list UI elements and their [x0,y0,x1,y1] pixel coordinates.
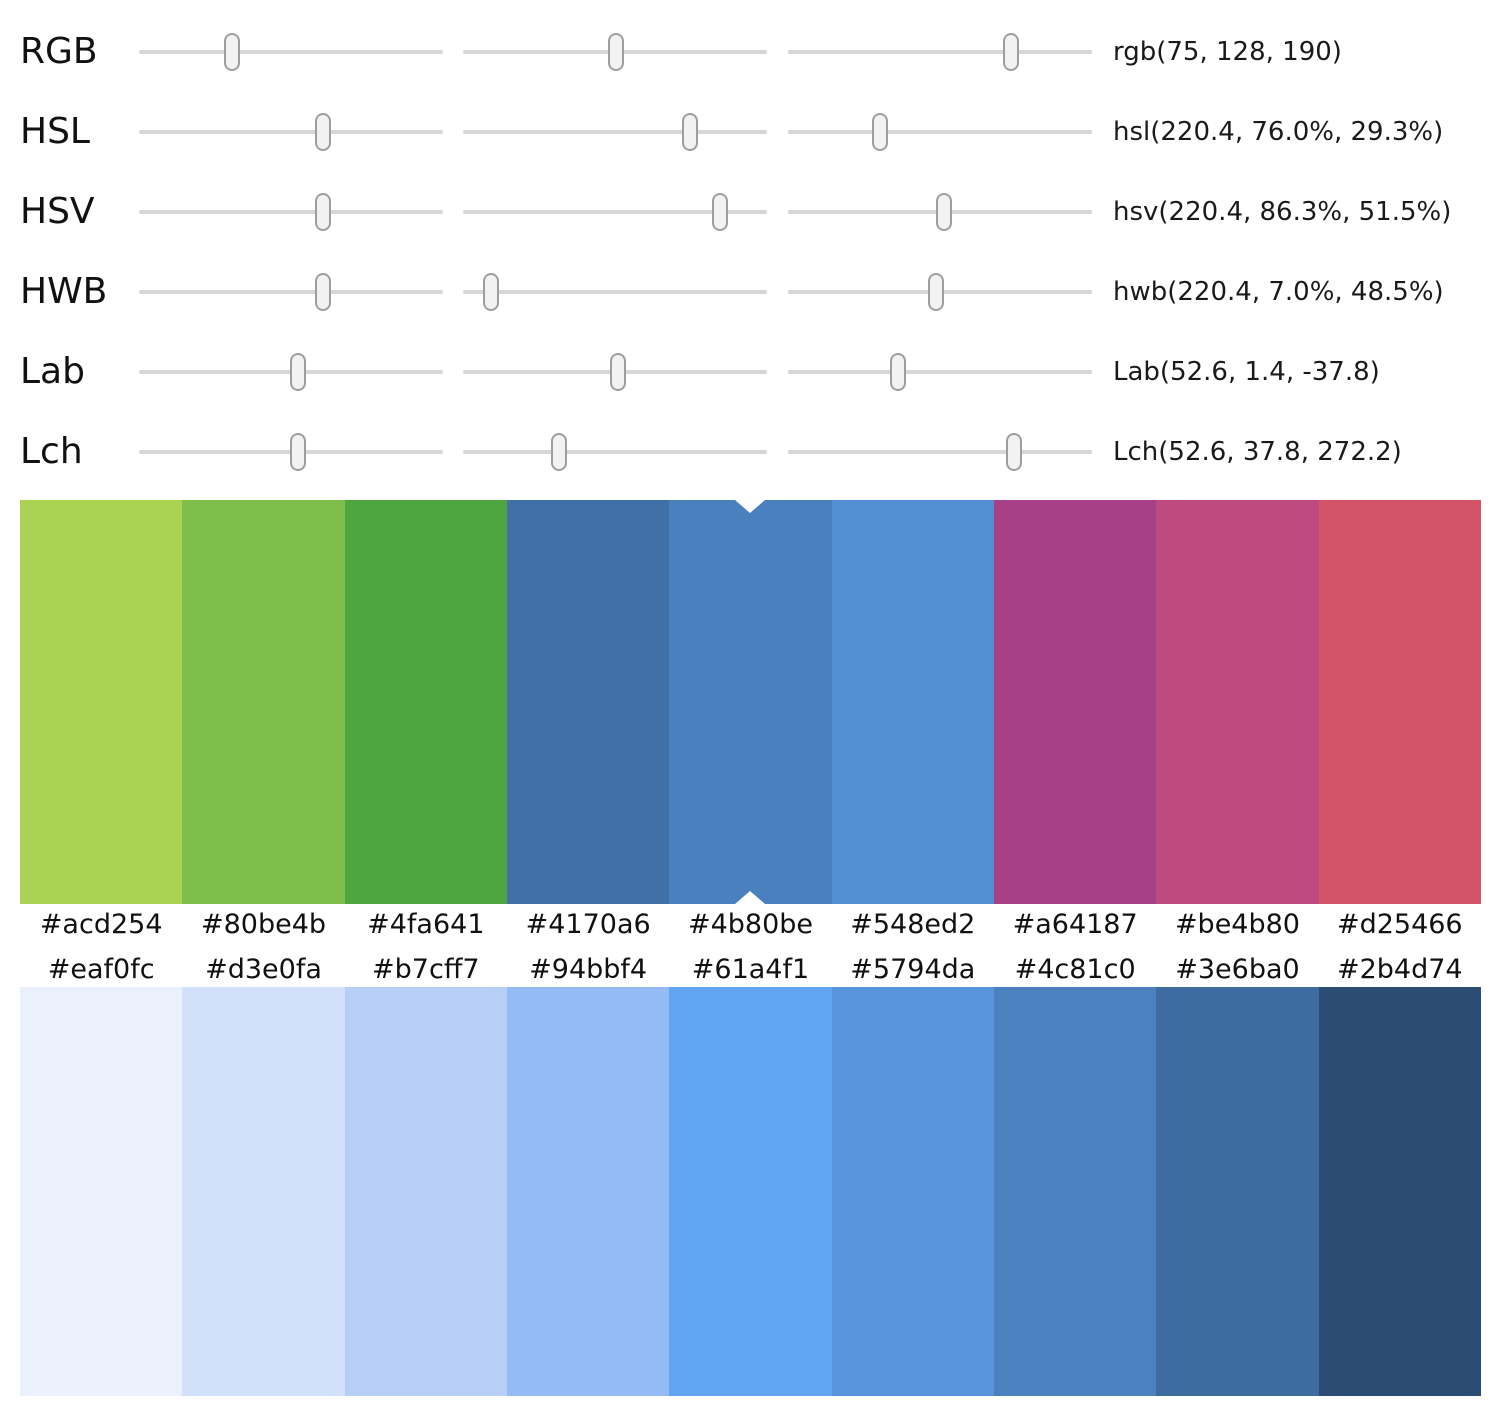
rgb-b-slider-thumb[interactable] [1002,33,1019,71]
palette-swatch[interactable] [506,500,670,904]
colorspace-label-hsl: HSL [20,111,90,152]
hwb-b-slider-thumb[interactable] [927,273,944,311]
lch-value-label: Lch(52.6, 37.8, 272.2) [1113,437,1402,467]
hex-label: #b7cff7 [372,954,480,985]
colorspace-label-lab: Lab [20,351,85,392]
scale-swatch[interactable] [506,987,670,1396]
colorspace-label-rgb: RGB [20,31,98,72]
lab-b-slider-thumb[interactable] [889,353,906,391]
lch-c-slider-track[interactable] [463,433,767,471]
slider-row-lch: Lch Lch(52.6, 37.8, 272.2) [0,432,1501,472]
palette-swatch[interactable] [182,500,345,904]
scale-swatch[interactable] [993,987,1157,1396]
palette-swatch-selected[interactable] [669,500,832,904]
scale-swatch[interactable] [182,987,345,1396]
hsv-v-slider-track[interactable] [788,193,1092,231]
hex-label: #a64187 [1012,909,1138,940]
slider-row-hwb: HWB hwb(220.4, 7.0%, 48.5%) [0,272,1501,312]
scale-hex-labels: #eaf0fc #d3e0fa #b7cff7 #94bbf4 #61a4f1 … [20,951,1481,989]
hex-label: #eaf0fc [47,954,155,985]
lab-a-slider-track[interactable] [463,353,767,391]
hwb-w-slider-thumb[interactable] [483,273,500,311]
hsl-value-label: hsl(220.4, 76.0%, 29.3%) [1113,117,1444,147]
hwb-w-slider-track[interactable] [463,273,767,311]
lab-value-label: Lab(52.6, 1.4, -37.8) [1113,357,1380,387]
scale-swatch[interactable] [1318,987,1481,1396]
lch-l-slider-thumb[interactable] [290,433,307,471]
slider-row-hsv: HSV hsv(220.4, 86.3%, 51.5%) [0,192,1501,232]
harmony-hex-labels: #acd254 #80be4b #4fa641 #4170a6 #4b80be … [20,906,1481,944]
hwb-h-slider-track[interactable] [139,273,443,311]
harmony-palette-strip [20,500,1481,904]
lab-l-slider-thumb[interactable] [290,353,307,391]
hsv-s-slider-track[interactable] [463,193,767,231]
hsl-h-slider-thumb[interactable] [315,113,332,151]
rgb-g-slider-track[interactable] [463,33,767,71]
lch-h-slider-thumb[interactable] [1005,433,1022,471]
lch-h-slider-track[interactable] [788,433,1092,471]
hex-label: #d3e0fa [205,954,322,985]
hsv-h-slider-thumb[interactable] [315,193,332,231]
scale-swatch[interactable] [1156,987,1319,1396]
scale-swatch[interactable] [831,987,994,1396]
hsl-s-slider-thumb[interactable] [681,113,698,151]
hex-label: #4b80be [687,909,813,940]
scale-swatch[interactable] [344,987,507,1396]
selected-swatch-marker-bottom [735,891,766,904]
hex-label: #4170a6 [525,909,651,940]
hsv-v-slider-thumb[interactable] [936,193,953,231]
hsl-h-slider-track[interactable] [139,113,443,151]
hsl-s-slider-track[interactable] [463,113,767,151]
slider-row-rgb: RGB rgb(75, 128, 190) [0,32,1501,72]
lch-l-slider-track[interactable] [139,433,443,471]
rgb-r-slider-thumb[interactable] [223,33,240,71]
rgb-value-label: rgb(75, 128, 190) [1113,37,1342,67]
rgb-r-slider-track[interactable] [139,33,443,71]
colorspace-label-hwb: HWB [20,271,108,312]
tint-shade-strip [20,987,1481,1396]
hsl-l-slider-thumb[interactable] [872,113,889,151]
palette-swatch[interactable] [20,500,183,904]
slider-row-lab: Lab Lab(52.6, 1.4, -37.8) [0,352,1501,392]
hsv-value-label: hsv(220.4, 86.3%, 51.5%) [1113,197,1452,227]
hwb-h-slider-thumb[interactable] [315,273,332,311]
hsv-h-slider-track[interactable] [139,193,443,231]
selected-swatch-marker-top [735,500,766,513]
palette-swatch[interactable] [344,500,507,904]
palette-swatch[interactable] [831,500,994,904]
palette-swatch[interactable] [1156,500,1319,904]
colorspace-label-lch: Lch [20,431,83,472]
lch-c-slider-thumb[interactable] [550,433,567,471]
hex-label: #4fa641 [367,909,485,940]
hex-label: #5794da [850,954,976,985]
lab-b-slider-track[interactable] [788,353,1092,391]
scale-swatch[interactable] [20,987,183,1396]
hwb-b-slider-track[interactable] [788,273,1092,311]
palette-swatch[interactable] [1318,500,1481,904]
hex-label: #be4b80 [1174,909,1300,940]
hex-label: #548ed2 [850,909,976,940]
hex-label: #acd254 [39,909,163,940]
hex-label: #80be4b [200,909,327,940]
hex-label: #3e6ba0 [1175,954,1300,985]
hex-label: #2b4d74 [1336,954,1463,985]
lab-a-slider-thumb[interactable] [609,353,626,391]
slider-row-hsl: HSL hsl(220.4, 76.0%, 29.3%) [0,112,1501,152]
hwb-value-label: hwb(220.4, 7.0%, 48.5%) [1113,277,1444,307]
colorspace-label-hsv: HSV [20,191,95,232]
rgb-b-slider-track[interactable] [788,33,1092,71]
hsl-l-slider-track[interactable] [788,113,1092,151]
hex-label: #d25466 [1336,909,1463,940]
hex-label: #61a4f1 [691,954,810,985]
lab-l-slider-track[interactable] [139,353,443,391]
rgb-g-slider-thumb[interactable] [607,33,624,71]
scale-swatch[interactable] [669,987,832,1396]
hsv-s-slider-thumb[interactable] [711,193,728,231]
palette-swatch[interactable] [993,500,1157,904]
hex-label: #4c81c0 [1014,954,1136,985]
hex-label: #94bbf4 [529,954,648,985]
